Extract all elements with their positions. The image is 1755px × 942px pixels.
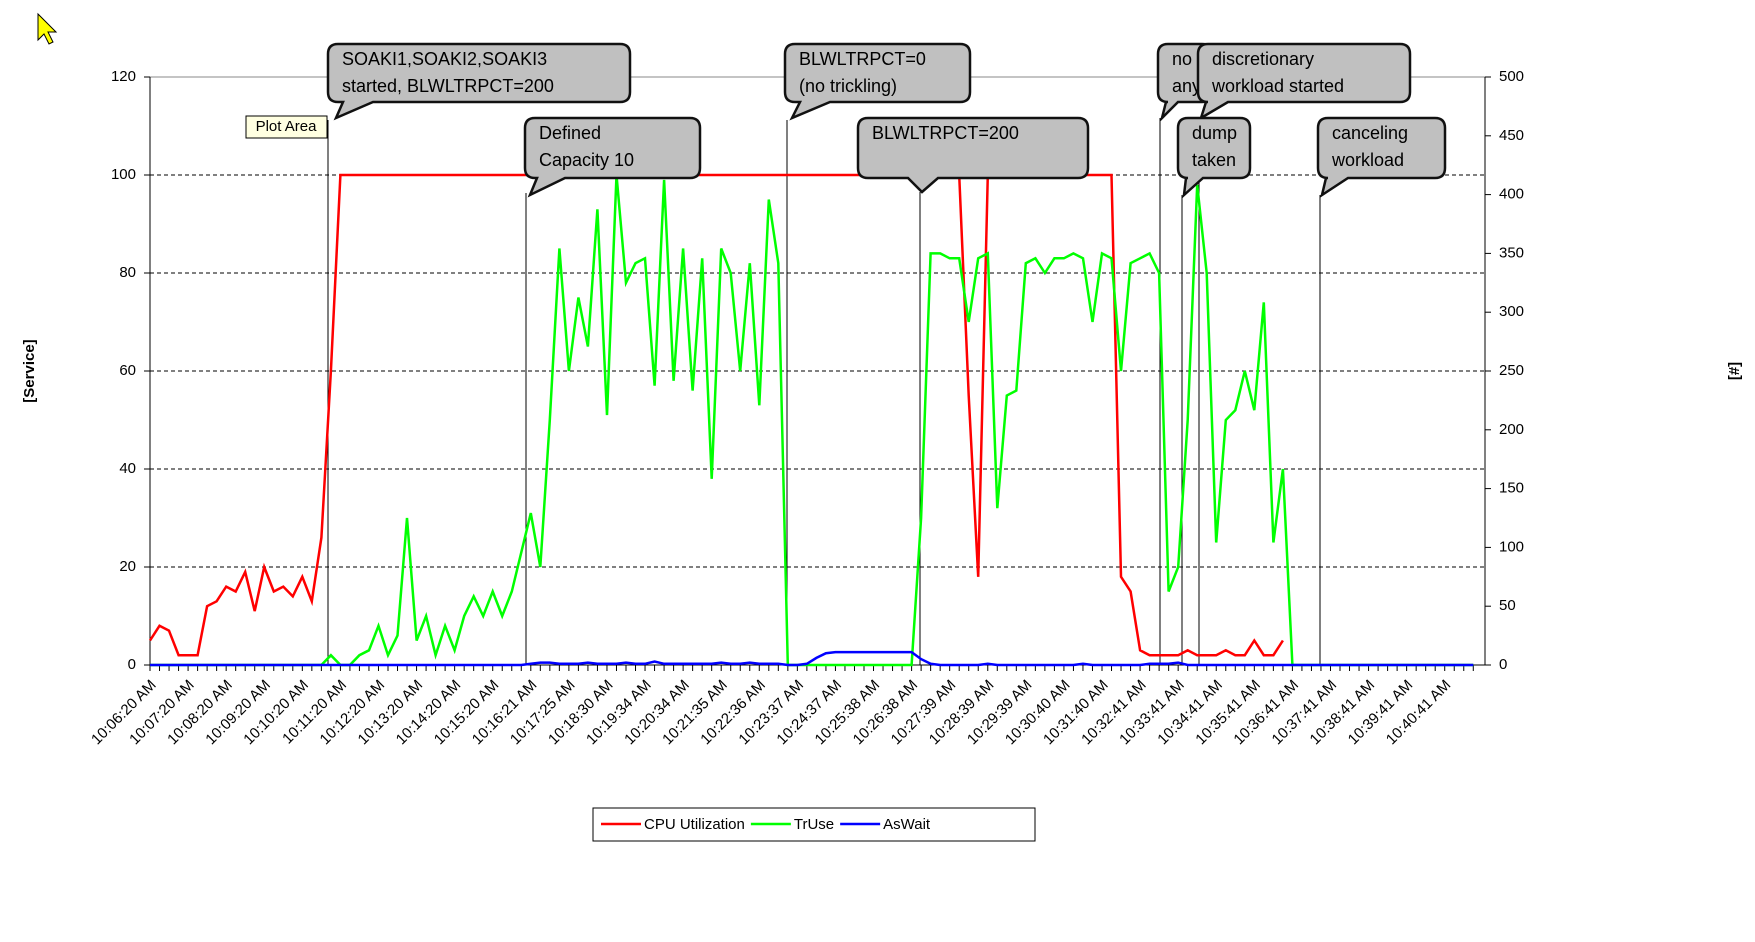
y2-tick-label: 300: [1499, 303, 1524, 320]
y-tick-label: 20: [119, 558, 136, 575]
y-tick-label: 40: [119, 460, 136, 477]
cursor: [37, 12, 58, 45]
legend-label: TrUse: [794, 816, 834, 833]
series-line: [148, 173, 1284, 657]
callout: [1176, 116, 1252, 199]
callout: [783, 42, 972, 121]
tooltip-box: [245, 115, 328, 139]
annotation-text: started, BLWLTRPCT=200: [342, 76, 554, 96]
y2-tick-label: 400: [1499, 186, 1524, 203]
callout: [1316, 116, 1447, 198]
y2-tick-label: 50: [1499, 597, 1516, 614]
y-tick-label: 0: [128, 656, 136, 673]
annotation-text: canceling: [1332, 123, 1408, 143]
y2-tick-label: 0: [1499, 656, 1507, 673]
callout: [523, 116, 702, 198]
callout: [856, 116, 1090, 194]
annotation-text: workload: [1331, 150, 1404, 170]
y2-tick-label: 100: [1499, 538, 1524, 555]
annotation-text: workload started: [1211, 76, 1344, 96]
y-tick-label: 100: [111, 166, 136, 183]
annotation-text: Capacity 10: [539, 150, 634, 170]
annotation-text: SOAKI1,SOAKI2,SOAKI3: [342, 49, 547, 69]
annotation-text: no: [1172, 49, 1192, 69]
y-tick-label: 60: [119, 362, 136, 379]
y2-tick-label: 450: [1499, 127, 1524, 144]
series-line: [150, 174, 1474, 667]
legend-box: [592, 807, 1036, 842]
annotation-text: BLWLTRPCT=200: [872, 123, 1019, 143]
annotation-text: dump: [1192, 123, 1237, 143]
y2-tick-label: 250: [1499, 362, 1524, 379]
annotation-text: BLWLTRPCT=0: [799, 49, 926, 69]
y2-tick-label: 500: [1499, 68, 1524, 85]
y-axis-label: [Service]: [21, 339, 38, 402]
annotation-text: Defined: [539, 123, 601, 143]
legend-label: AsWait: [883, 816, 931, 833]
y2-tick-label: 350: [1499, 244, 1524, 261]
callout: [1196, 42, 1412, 121]
y2-tick-label: 200: [1499, 421, 1524, 438]
y2-tick-label: 150: [1499, 480, 1524, 497]
annotation-text: taken: [1192, 150, 1236, 170]
series-line: [150, 650, 1474, 667]
callout: [326, 42, 632, 121]
tooltip: Plot Area: [256, 118, 318, 135]
annotation-text: discretionary: [1212, 49, 1314, 69]
y-tick-label: 80: [119, 264, 136, 281]
annotation-text: (no trickling): [799, 76, 897, 96]
legend-label: CPU Utilization: [644, 816, 745, 833]
y-tick-label: 120: [111, 68, 136, 85]
y2-axis-label: [#]: [1726, 362, 1743, 380]
annotation-text: any: [1172, 76, 1201, 96]
